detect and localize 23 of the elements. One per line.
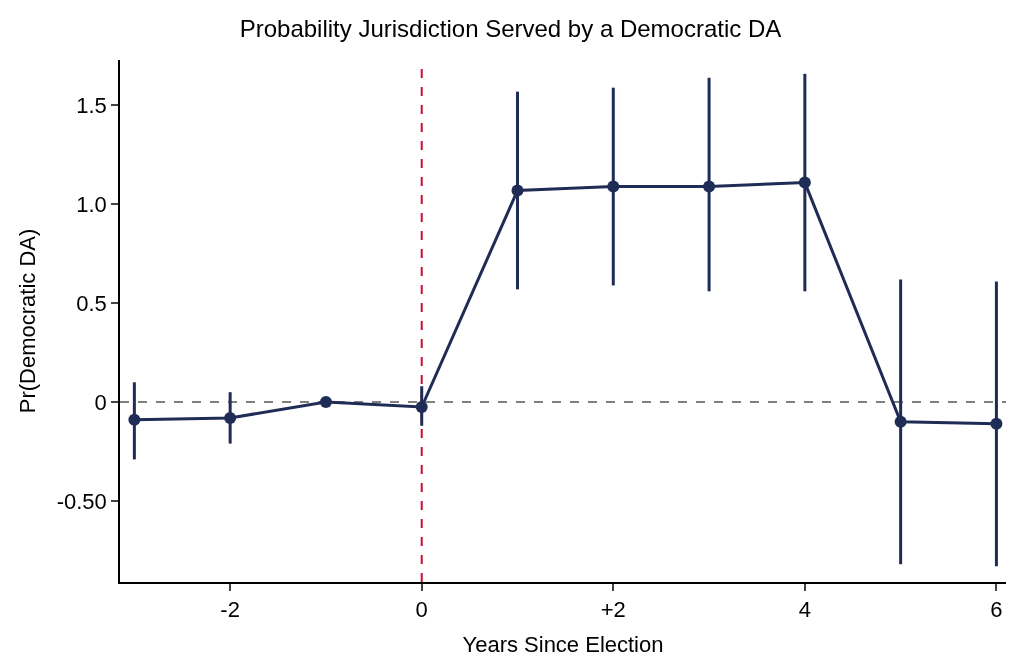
x-tick-label: +2 bbox=[600, 597, 626, 623]
y-tick-label: -0.50 bbox=[56, 488, 107, 514]
y-tick-label: 1.5 bbox=[76, 93, 107, 119]
point bbox=[319, 396, 332, 409]
point bbox=[128, 413, 141, 426]
x-tick-label: 6 bbox=[990, 597, 1003, 623]
y-tick-label: 0.5 bbox=[76, 290, 107, 316]
x-tick-label: -2 bbox=[220, 597, 240, 623]
point bbox=[990, 417, 1003, 430]
x-tick-label: 0 bbox=[415, 597, 428, 623]
x-tick-label: 4 bbox=[798, 597, 811, 623]
y-axis-title: Pr(Democratic DA) bbox=[14, 228, 40, 414]
point bbox=[607, 180, 620, 193]
y-tick-label: 0 bbox=[94, 389, 107, 415]
x-axis-title: Years Since Election bbox=[462, 631, 664, 657]
point bbox=[224, 411, 237, 424]
chart-title: Probability Jurisdiction Served by a Democratic DA bbox=[239, 14, 782, 42]
point bbox=[511, 184, 524, 197]
point bbox=[798, 176, 811, 189]
point bbox=[894, 415, 907, 428]
y-tick-label: 1.0 bbox=[76, 192, 107, 218]
point bbox=[703, 180, 716, 193]
point bbox=[415, 401, 428, 413]
